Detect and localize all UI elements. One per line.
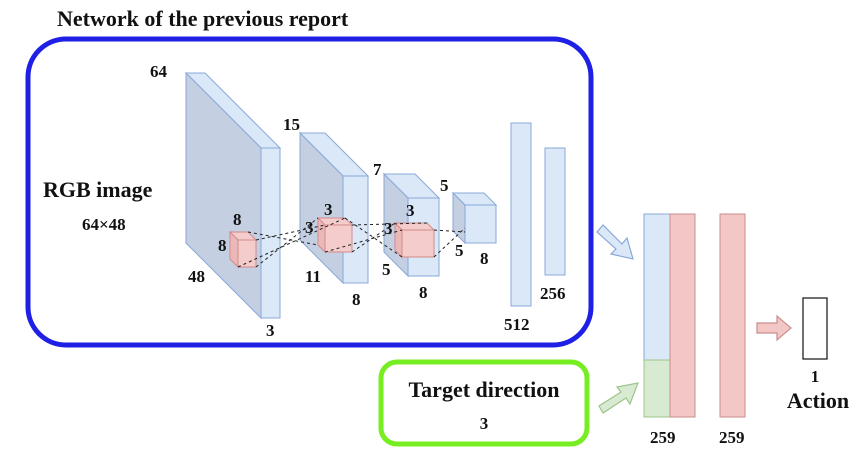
kernel3-width: 3 (406, 201, 415, 220)
layer4-depth: 8 (480, 249, 489, 268)
layer2-width: 11 (305, 267, 321, 286)
hidden-layer-259-a (669, 213, 696, 418)
target-size: 3 (480, 414, 489, 433)
layer1-width: 48 (188, 267, 205, 286)
output-size: 1 (811, 367, 820, 386)
concat-target-features (643, 359, 671, 418)
target-name: Target direction (409, 377, 560, 402)
fc-layer-256 (544, 147, 566, 276)
layer2-depth: 8 (352, 290, 361, 309)
diagram-title: Network of the previous report (57, 6, 349, 31)
layer3-height: 7 (373, 160, 382, 179)
kernel-3 (393, 221, 436, 259)
output-name: Action (787, 388, 849, 413)
arrow-to-output (756, 314, 792, 342)
concat-size-b: 259 (719, 428, 745, 447)
kernel-1 (228, 230, 258, 269)
receptive-field-lines (237, 217, 466, 268)
input-size: 64×48 (82, 215, 126, 234)
kernel2-width: 3 (324, 200, 333, 219)
kernel1-width: 8 (233, 210, 242, 229)
layer3-depth: 8 (419, 283, 428, 302)
previous-network-frame (25, 36, 594, 348)
kernel1-height: 8 (218, 236, 227, 255)
concat-image-features (643, 213, 671, 361)
target-direction-frame (378, 359, 590, 447)
layer2-height: 15 (283, 115, 300, 134)
input-name: RGB image (43, 177, 153, 202)
kernel-2 (316, 216, 354, 254)
output-node (802, 297, 828, 360)
layer3-width: 5 (382, 260, 391, 279)
layer1-depth: 3 (266, 321, 275, 340)
fc-layer-512 (510, 122, 532, 307)
arrow-to-concat-top (596, 224, 634, 260)
fc2-size: 256 (540, 284, 566, 303)
arrow-to-concat-bottom (598, 382, 639, 414)
fc1-size: 512 (504, 315, 530, 334)
hidden-layer-259-b (719, 213, 746, 418)
layer4-height: 5 (440, 176, 449, 195)
kernel3-height: 3 (384, 219, 393, 238)
layer4-width: 5 (455, 241, 464, 260)
kernel2-height: 3 (305, 218, 314, 237)
conv-layer-4 (451, 191, 498, 245)
concat-size-a: 259 (650, 428, 676, 447)
layer1-height: 64 (150, 62, 168, 81)
conv-layer-2 (298, 131, 370, 285)
